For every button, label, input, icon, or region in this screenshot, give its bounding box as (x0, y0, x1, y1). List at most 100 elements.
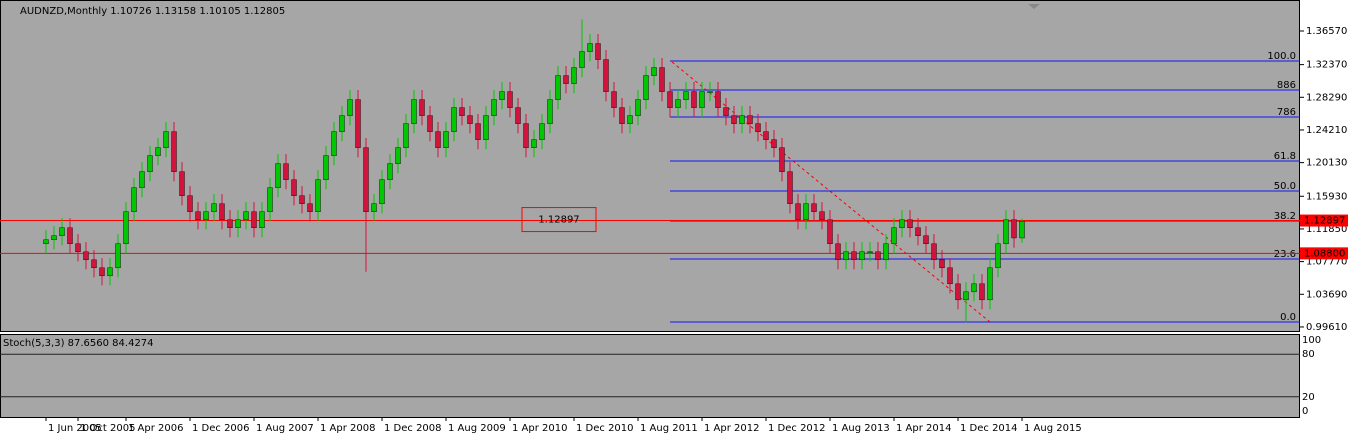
candle-body (491, 99, 497, 116)
x-tick-label: 1 Dec 2014 (960, 423, 1018, 434)
candle-body (955, 283, 961, 301)
candle-body (451, 107, 457, 132)
candle-body (827, 219, 833, 245)
candle-body (739, 115, 745, 124)
candle-body (275, 163, 281, 188)
candle-body (187, 195, 193, 212)
candle-body (315, 179, 321, 212)
candle-body (947, 267, 953, 285)
candle-body (547, 99, 553, 124)
candle-body (691, 91, 697, 108)
candle-body (299, 195, 305, 204)
candle-body (563, 75, 569, 84)
candle-body (291, 179, 297, 196)
x-tick-label: 1 Apr 2014 (896, 423, 951, 434)
y-tick-label: 0.99610 (1306, 322, 1347, 333)
candle-body (371, 203, 377, 212)
price-tag-label: 1.08800 (1304, 248, 1345, 259)
candle-body (723, 107, 729, 116)
candle-body (243, 211, 249, 220)
candle-body (1019, 221, 1025, 239)
candle-body (539, 123, 545, 140)
candle-body (259, 211, 265, 228)
y-tick-label: 1.11850 (1306, 224, 1347, 235)
candle-body (203, 211, 209, 220)
candle-body (843, 251, 849, 261)
candle-body (251, 211, 257, 228)
x-tick-label: 1 Dec 2006 (192, 423, 250, 434)
candle-body (603, 59, 609, 92)
candle-body (51, 235, 57, 240)
candle-body (731, 115, 737, 124)
candle-body (499, 91, 505, 100)
chart-title: AUDNZD,Monthly 1.10726 1.13158 1.10105 1… (20, 6, 285, 17)
candle-body (523, 123, 529, 148)
candle-body (875, 251, 881, 261)
candle-body (179, 171, 185, 196)
fib-label: 50.0 (1274, 181, 1296, 192)
price-tag (1300, 247, 1348, 260)
candle-body (395, 147, 401, 164)
price-tag (1300, 214, 1348, 227)
candle-body (907, 219, 913, 228)
candle-body (195, 211, 201, 220)
candle-body (939, 259, 945, 269)
fib-label: 38.2 (1274, 211, 1296, 222)
candle-body (515, 107, 521, 124)
x-tick-label: 1 Dec 2012 (768, 423, 826, 434)
candle-body (91, 259, 97, 269)
candle-body (115, 243, 121, 269)
candle-body (923, 235, 929, 245)
candle-body (531, 139, 537, 148)
fib-label: 786 (1277, 107, 1296, 118)
candle-body (747, 115, 753, 124)
candle-body (139, 171, 145, 188)
y-tick-label: 1.32370 (1306, 60, 1347, 71)
candle-body (435, 131, 441, 148)
y-tick-label: 1.24210 (1306, 125, 1347, 136)
x-tick-label: 1 Apr 2010 (512, 423, 567, 434)
y-tick-label: 1.28290 (1306, 92, 1347, 103)
candle-body (1011, 219, 1017, 239)
candle-body (307, 203, 313, 212)
candle-body (347, 99, 353, 116)
candle-body (715, 91, 721, 108)
x-tick-label: 1 Apr 2012 (704, 423, 759, 434)
x-tick-label: 1 Aug 2015 (1024, 423, 1082, 434)
candle-body (987, 267, 993, 301)
candle-body (851, 251, 857, 261)
candle-body (627, 115, 633, 124)
candle-body (339, 115, 345, 132)
candle-body (99, 267, 105, 277)
x-tick-label: 1 Aug 2007 (256, 423, 314, 434)
x-tick-label: 1 Aug 2009 (448, 423, 506, 434)
candle-body (971, 283, 977, 293)
candle-body (771, 139, 777, 148)
x-tick-label: 1 Aug 2013 (832, 423, 890, 434)
candle-body (75, 243, 81, 253)
fib-label: 100.0 (1267, 51, 1296, 62)
candle-body (819, 211, 825, 220)
candle-body (867, 251, 873, 254)
price-panel (0, 0, 1300, 332)
candle-body (67, 227, 73, 245)
candle-body (171, 131, 177, 172)
candle-body (507, 91, 513, 108)
candle-body (147, 155, 153, 172)
candle-body (659, 67, 665, 92)
candle-body (155, 147, 161, 156)
candle-body (443, 131, 449, 148)
candle-body (899, 219, 905, 228)
candle-body (803, 203, 809, 220)
candle-body (787, 171, 793, 204)
candle-body (411, 99, 417, 124)
candle-body (979, 283, 985, 301)
candle-body (355, 99, 361, 148)
candle-body (467, 115, 473, 124)
candle-body (651, 67, 657, 76)
candle-body (331, 131, 337, 156)
oscillator-tick-label: 80 (1302, 349, 1315, 360)
price-tag-label: 1.12897 (1304, 216, 1345, 227)
shift-marker (1028, 4, 1040, 9)
y-tick-label: 1.07770 (1306, 257, 1347, 268)
